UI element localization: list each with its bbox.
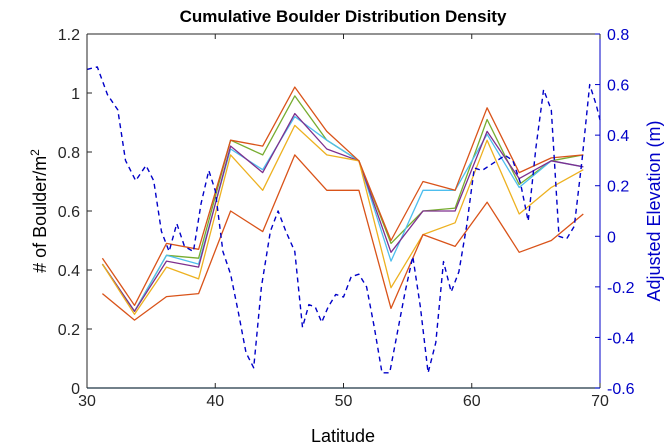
x-tick-label-1: 40 (206, 393, 224, 410)
x-tick-label-4: 70 (591, 393, 609, 410)
y-tick-label-0: 0 (71, 381, 80, 398)
series-line-4 (101, 124, 584, 315)
series-line-2 (101, 115, 584, 312)
series-line-6 (101, 154, 584, 321)
y2-tick-label-6: 0.6 (607, 78, 629, 95)
y-tick-label-3: 0.6 (58, 204, 80, 221)
y2-tick-label-2: -0.2 (607, 280, 635, 297)
y-axis-label-superscript: 2 (28, 149, 42, 156)
x-axis-label: Latitude (311, 426, 375, 446)
plot-area (87, 34, 600, 388)
series-line-5 (101, 86, 584, 307)
y2-tick-label-5: 0.4 (607, 128, 629, 145)
x-tick-label-0: 30 (78, 393, 96, 410)
y-tick-label-5: 1 (71, 86, 80, 103)
y-tick-label-1: 0.2 (58, 322, 80, 339)
series-line-3 (101, 112, 584, 312)
y2-tick-label-0: -0.6 (607, 381, 635, 398)
y2-tick-label-1: -0.4 (607, 330, 635, 347)
x-tick-label-3: 60 (463, 393, 481, 410)
y2-tick-label-3: 0 (607, 229, 616, 246)
y-axis-label-text: # of Boulder/m (30, 156, 50, 273)
y-tick-label-2: 0.4 (58, 263, 80, 280)
y-tick-label-4: 0.8 (58, 145, 80, 162)
y-tick-label-6: 1.2 (58, 27, 80, 44)
tick-layer: 30 40 50 60 70 0 0.2 0.4 0.6 0.8 1 1.2 -0.6 -0.4 -0.2 0… (58, 27, 635, 410)
chart-title: Cumulative Boulder Distribution Density (180, 7, 507, 26)
y-axis-label: # of Boulder/m2 (28, 149, 50, 273)
y2-axis-label: Adjusted Elevation (m) (644, 120, 664, 301)
y2-tick-label-4: 0.2 (607, 179, 629, 196)
y2-tick-label-7: 0.8 (607, 27, 629, 44)
x-tick-label-2: 50 (335, 393, 353, 410)
